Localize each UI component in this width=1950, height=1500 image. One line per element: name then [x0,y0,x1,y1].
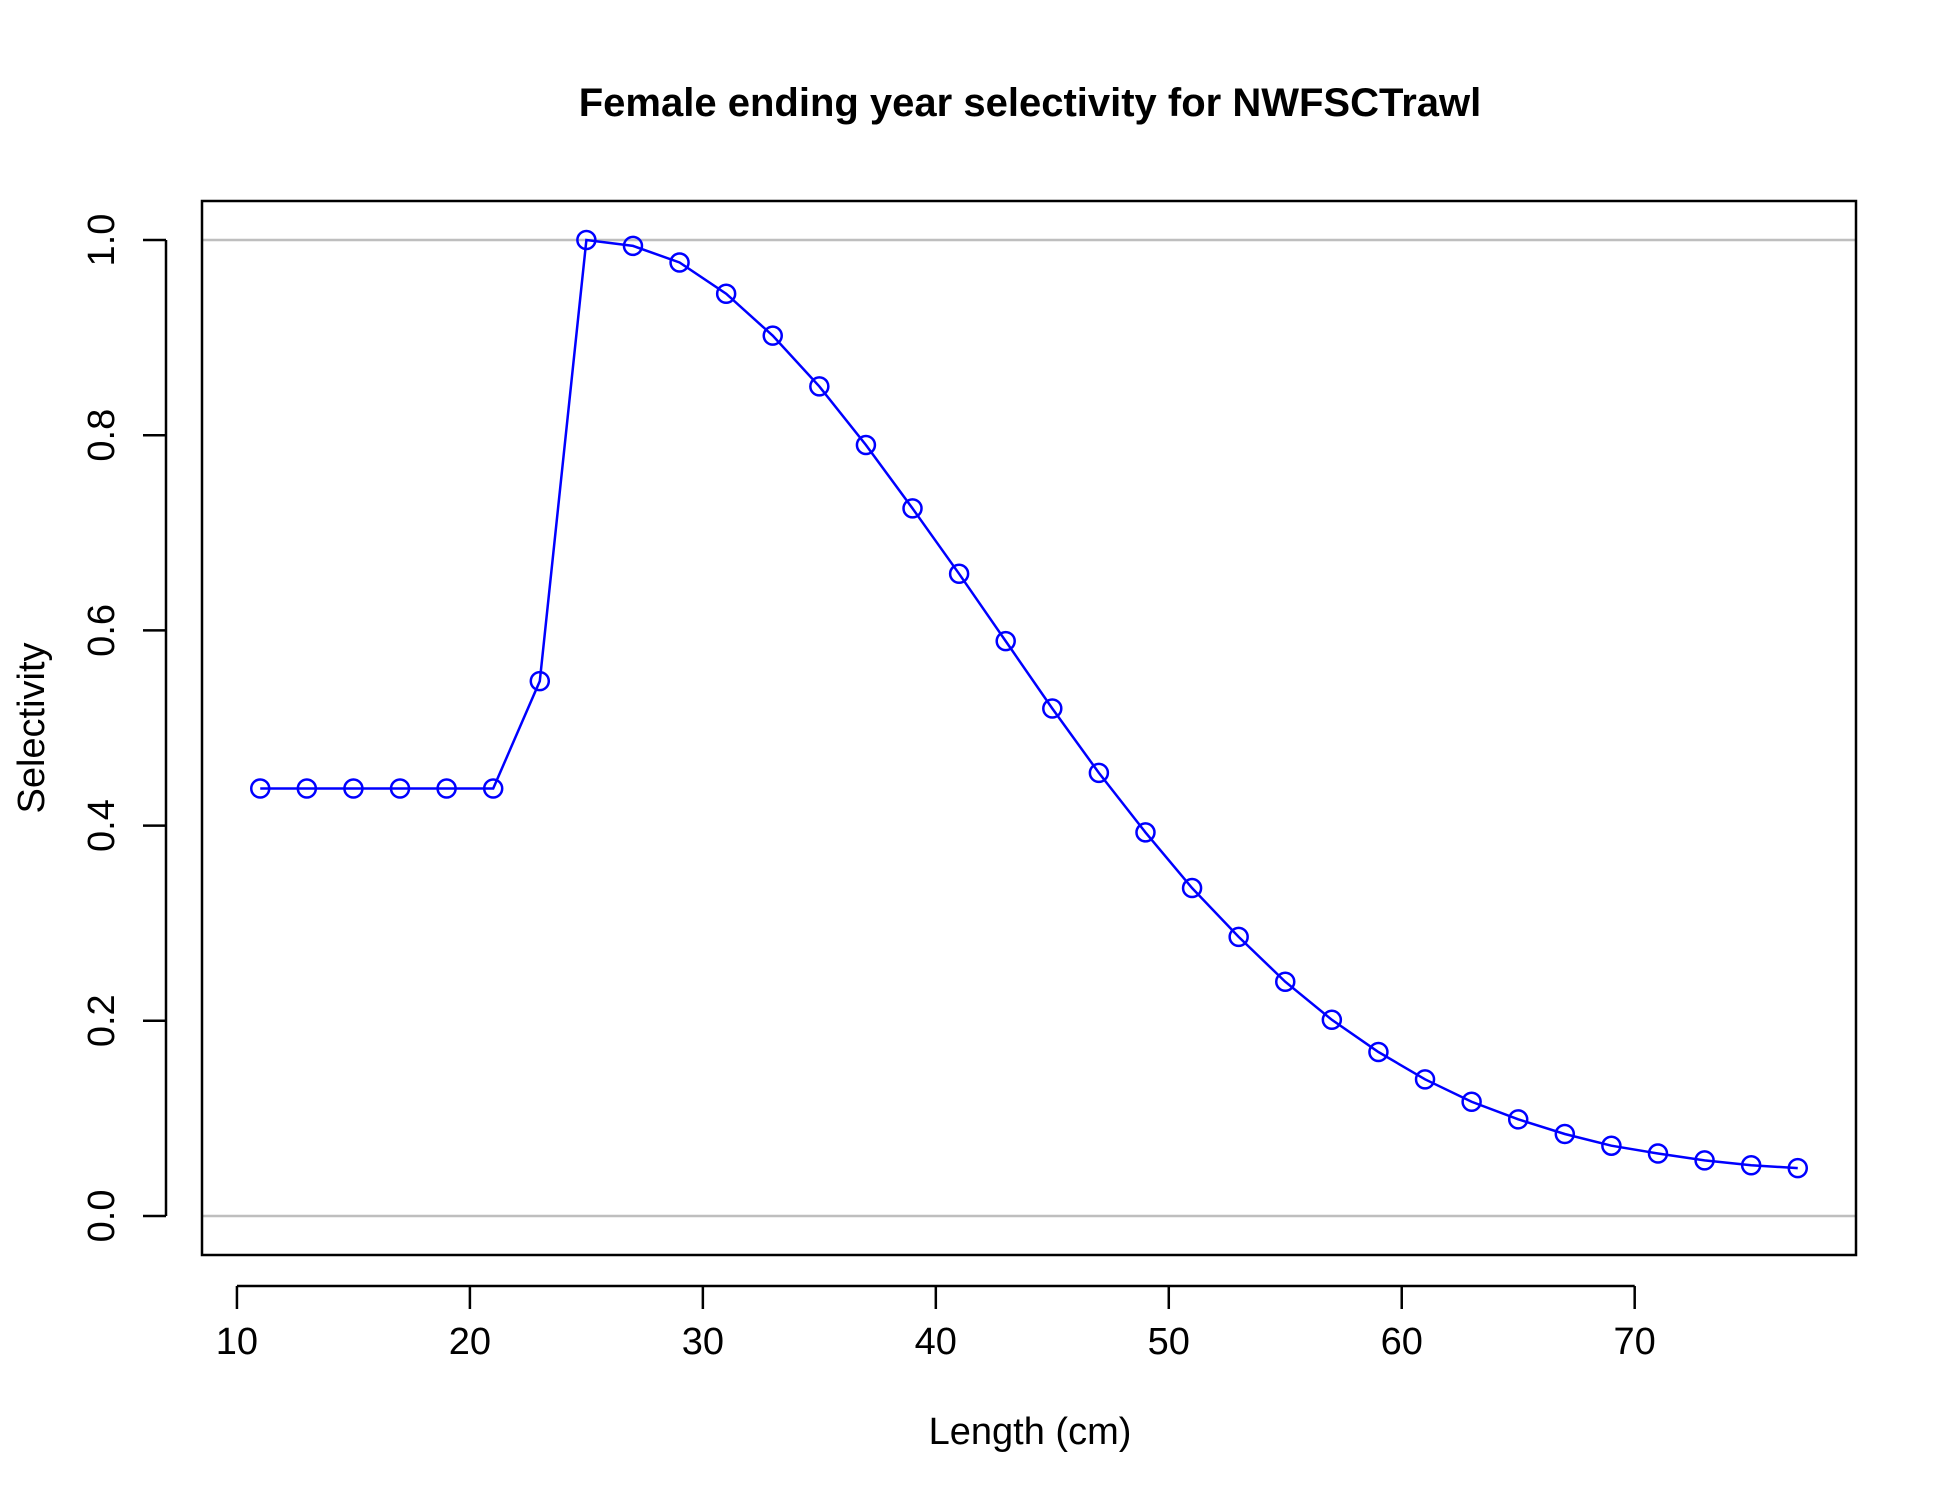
data-point [948,563,970,585]
x-tick-label: 50 [1148,1321,1190,1363]
x-axis-label: Length (cm) [929,1411,1132,1453]
data-point [1461,1091,1482,1113]
x-tick-label: 60 [1381,1321,1423,1363]
x-tick-label: 20 [449,1321,491,1363]
data-point [855,434,877,456]
data-point [1228,926,1249,948]
data-point [622,235,644,257]
data-point [1368,1041,1389,1063]
data-point [715,283,737,304]
y-tick-label: 0.6 [81,604,123,657]
data-point [762,325,783,346]
data-point [1135,822,1156,843]
data-point [1787,1157,1809,1179]
y-tick-label: 0.2 [81,994,123,1047]
data-point [296,778,318,799]
x-tick-label: 40 [915,1321,957,1363]
data-point [1507,1109,1529,1130]
data-point [1601,1135,1622,1156]
data-point [1275,971,1296,992]
x-tick-label: 70 [1614,1321,1656,1363]
y-axis-label: Selectivity [11,642,53,813]
y-tick-label: 0.8 [81,409,123,462]
data-point [1042,698,1063,719]
reference-lines [202,238,1856,1218]
x-tick-label: 10 [216,1321,258,1363]
data-point [529,670,551,692]
data-point [343,778,364,799]
series-line-0 [260,238,1798,1170]
data-point [1181,877,1203,899]
data-point [1647,1143,1669,1164]
data-point [389,778,411,799]
data-point [1321,1009,1343,1031]
data-point [1414,1069,1436,1090]
plot-frame [200,199,1858,1257]
data-point [1554,1123,1576,1145]
data-point [1088,762,1110,784]
data-point [809,376,830,397]
x-axis: 10 20 30 40 50 60 70 [216,1284,1656,1363]
data-point [1694,1150,1715,1171]
data-point [249,778,271,799]
x-tick-label: 30 [682,1321,724,1363]
data-point [1740,1154,1762,1176]
y-tick-label: 0.0 [81,1190,123,1243]
data-point [436,778,457,799]
data-point [576,229,597,251]
data-point [995,630,1016,652]
series-layer [249,229,1809,1179]
y-tick-label: 0.4 [81,799,123,852]
data-point [669,252,690,273]
y-axis: 0.0 0.2 0.4 0.6 0.8 1.0 [81,214,168,1243]
y-tick-label: 1.0 [81,214,123,267]
data-point [482,778,504,799]
chart-title: Female ending year selectivity for NWFSC… [579,81,1482,125]
data-point [902,498,923,519]
